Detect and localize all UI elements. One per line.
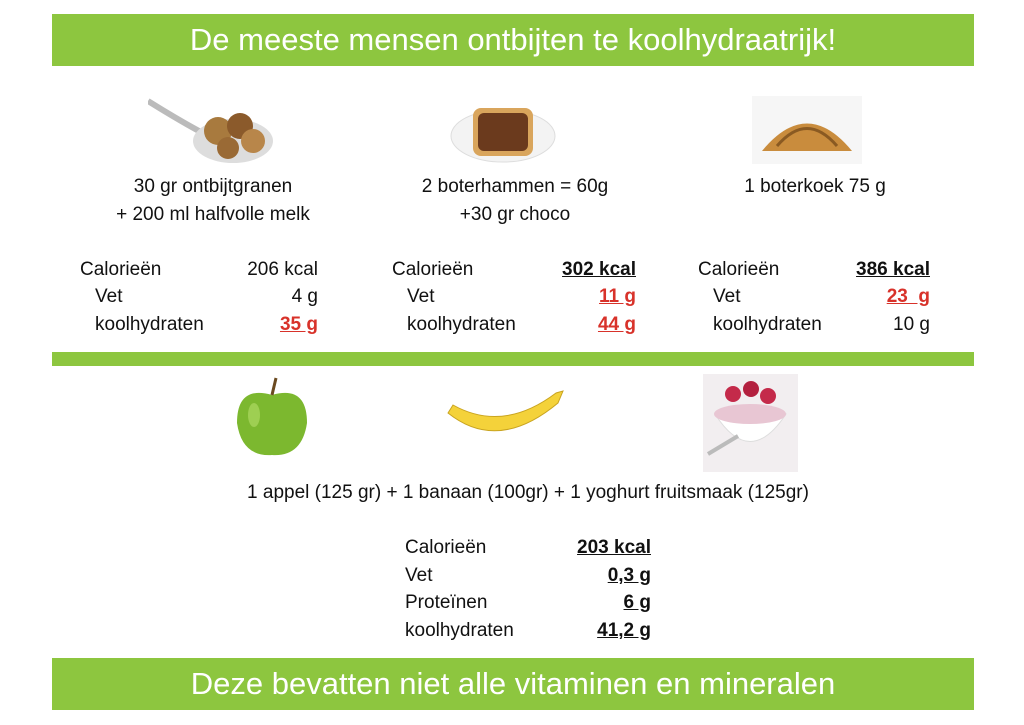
footer-title: Deze bevatten niet alle vitaminen en min… (52, 658, 974, 710)
nutrient-label: koolhydraten (713, 314, 822, 335)
pastry-image (752, 96, 862, 164)
nutrient-label: Vet (713, 286, 741, 307)
divider (52, 352, 974, 366)
nutrient-label: Calorieën (392, 259, 474, 280)
nutrient-value: 41,2 g (597, 620, 651, 641)
yoghurt-image (703, 374, 798, 472)
item-description: 30 gr ontbijtgranen (133, 176, 293, 197)
nutrient-value: 386 kcal (856, 259, 930, 280)
cereal-image (148, 98, 273, 163)
bread-image (450, 108, 556, 163)
nutrient-value: 35 g (279, 314, 318, 335)
combo-description: 1 appel (125 gr) + 1 banaan (100gr) + 1 … (247, 482, 809, 503)
header-title: De meeste mensen ontbijten te koolhydraa… (52, 14, 974, 66)
nutrient-label: Proteïnen (405, 592, 488, 613)
nutrient-value: 4 g (291, 286, 318, 307)
nutrient-value: 206 kcal (247, 259, 318, 280)
nutrient-value: 302 kcal (562, 259, 636, 280)
banana-image (447, 390, 564, 432)
item-description: + 200 ml halfvolle melk (116, 204, 310, 225)
item-description: 2 boterhammen = 60g (421, 176, 609, 197)
item-description: +30 gr choco (459, 204, 571, 225)
nutrient-label: Vet (95, 286, 123, 307)
nutrient-value: 0,3 g (607, 565, 651, 586)
apple-image (237, 377, 307, 456)
nutrient-value: 6 g (623, 592, 651, 613)
nutrient-label: Vet (405, 565, 433, 586)
nutrient-label: koolhydraten (95, 314, 204, 335)
nutrient-label: koolhydraten (405, 620, 514, 641)
nutrient-label: Calorieën (698, 259, 780, 280)
nutrient-label: Vet (407, 286, 435, 307)
item-description: 1 boterkoek 75 g (744, 176, 886, 197)
nutrient-value: 11 g (599, 286, 636, 307)
nutrient-label: Calorieën (80, 259, 162, 280)
nutrient-value: 203 kcal (577, 537, 651, 558)
nutrient-value: 23 g (886, 286, 930, 307)
nutrient-label: koolhydraten (407, 314, 516, 335)
nutrient-value: 10 g (893, 314, 930, 335)
nutrient-value: 44 g (597, 314, 636, 335)
nutrient-label: Calorieën (405, 537, 487, 558)
